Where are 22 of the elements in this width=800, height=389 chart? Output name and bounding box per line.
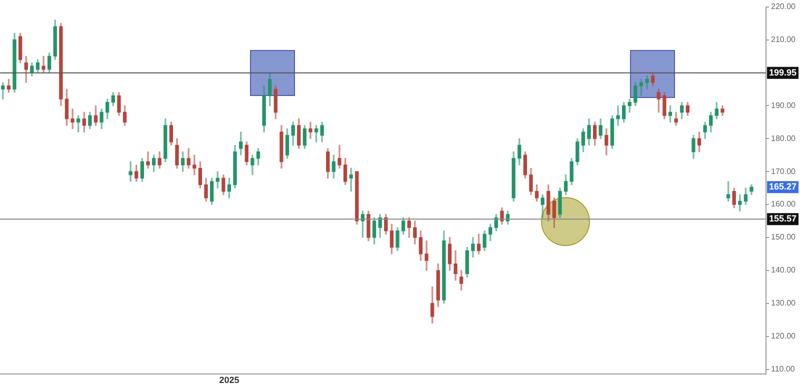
y-tick-label: 150.00 [771,232,796,242]
candlestick [42,56,46,74]
y-tick-label: 220.00 [771,2,796,12]
y-tick-label: 130.00 [771,298,796,308]
ref-line-label: 155.57 [769,214,797,224]
candlestick [616,105,620,126]
y-tick-label: 120.00 [771,332,796,341]
x-tick-label: 2025 [219,375,240,386]
ref-line-label: 199.95 [769,67,797,78]
annotation: 165.27 [769,182,797,192]
y-tick-label: 160.00 [771,200,796,209]
candlestick [424,240,428,271]
candlestick [70,108,74,130]
y-tick-label: 190.00 [771,100,796,110]
candlestick [128,161,132,182]
y-tick-label: 210.00 [771,34,796,44]
y-tick-label: 140.00 [771,266,796,275]
y-tick-label: 110.00 [771,364,796,374]
y-tick-label: 170.00 [771,166,796,176]
candlestick [146,151,150,169]
y-tick-label: 180.00 [771,134,796,143]
candlestick [308,122,312,139]
